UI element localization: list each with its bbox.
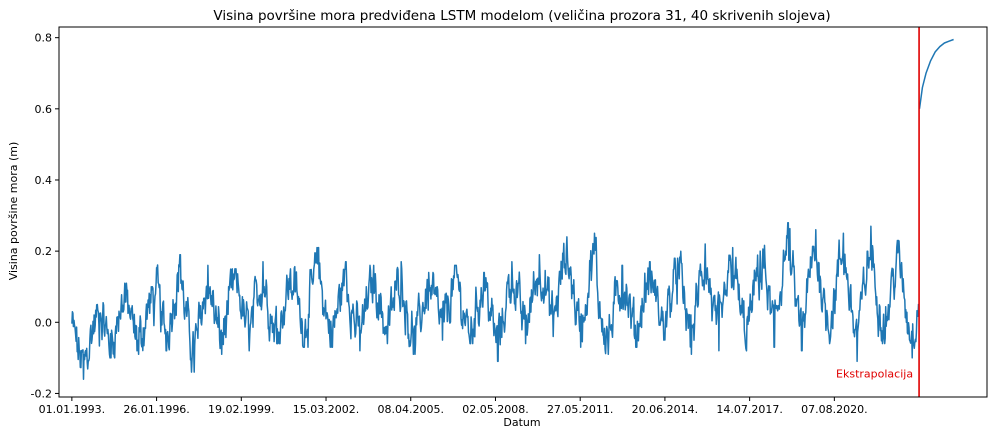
x-tick-label: 19.02.1999. (208, 403, 274, 416)
x-tick-label: 20.06.2014. (632, 403, 698, 416)
y-axis-ticks: -0.2 0.0 0.2 0.4 0.6 0.8 (31, 32, 59, 400)
x-tick-label: 01.01.1993. (39, 403, 105, 416)
x-tick-label: 07.08.2020. (801, 403, 867, 416)
x-axis-label: Datum (503, 416, 540, 429)
extrapolation-label: Ekstrapolacija (836, 367, 913, 380)
x-tick-label: 26.01.1996. (123, 403, 189, 416)
y-axis-label: Visina površine mora (m) (7, 142, 20, 281)
x-tick-label: 15.03.2002. (293, 403, 359, 416)
y-tick-label: 0.8 (35, 32, 53, 45)
y-tick-label: 0.2 (35, 245, 53, 258)
y-tick-label: -0.2 (31, 387, 52, 400)
chart-title: Visina površine mora predviđena LSTM mod… (213, 8, 830, 24)
x-tick-label: 02.05.2008. (462, 403, 528, 416)
x-axis-ticks: 01.01.1993. 26.01.1996. 19.02.1999. 15.03.2… (39, 397, 868, 416)
x-tick-label: 27.05.2011. (547, 403, 613, 416)
x-tick-label: 08.04.2005. (378, 403, 444, 416)
plot-frame (58, 26, 988, 398)
observed-series-line (71, 221, 920, 380)
x-tick-label: 14.07.2017. (716, 403, 782, 416)
y-tick-label: 0.6 (35, 103, 53, 116)
extrapolation-series-line (918, 38, 954, 109)
y-tick-label: 0.4 (35, 174, 53, 187)
y-tick-label: 0.0 (35, 316, 53, 329)
